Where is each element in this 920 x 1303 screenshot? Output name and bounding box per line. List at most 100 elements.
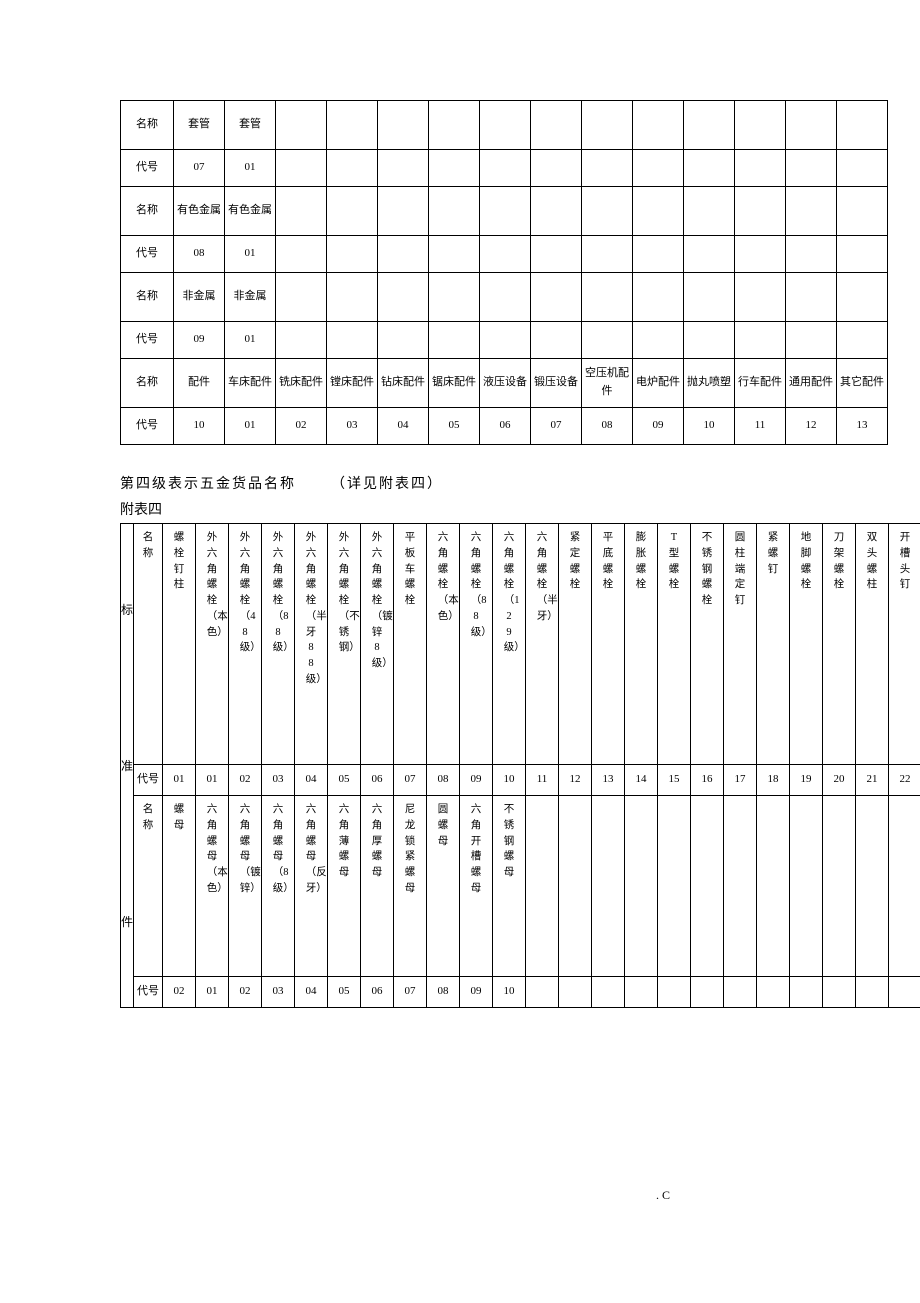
cell	[786, 101, 837, 150]
cell	[327, 236, 378, 273]
row-label: 代号	[121, 236, 174, 273]
cell: 六角开槽螺母	[460, 796, 493, 977]
cell	[480, 236, 531, 273]
cell: 03	[262, 765, 295, 796]
cell	[592, 796, 625, 977]
cell: 地脚螺栓	[790, 524, 823, 765]
cell	[327, 322, 378, 359]
cell	[735, 101, 786, 150]
cell: 刀架螺栓	[823, 524, 856, 765]
cell: 有色金属	[174, 187, 225, 236]
cell: 12	[786, 408, 837, 445]
cell: T型螺栓	[658, 524, 691, 765]
cell: 09	[633, 408, 684, 445]
cell	[429, 101, 480, 150]
cell: 钻床配件	[378, 359, 429, 408]
cell	[684, 273, 735, 322]
cell: 螺栓钉柱	[163, 524, 196, 765]
cell: 圆柱端定钉	[724, 524, 757, 765]
cell	[837, 150, 888, 187]
cell: 有色金属	[225, 187, 276, 236]
cell	[480, 187, 531, 236]
cell	[633, 187, 684, 236]
cell: 06	[480, 408, 531, 445]
row-label: 代号	[121, 322, 174, 359]
cell	[559, 796, 592, 977]
cell: 13	[837, 408, 888, 445]
cell	[837, 322, 888, 359]
cell	[582, 101, 633, 150]
cell	[684, 236, 735, 273]
cell: 02	[276, 408, 327, 445]
cell	[378, 101, 429, 150]
cell	[526, 977, 559, 1008]
cell: 六角薄螺母	[328, 796, 361, 977]
cell	[757, 977, 790, 1008]
cell: 紧螺钉	[757, 524, 790, 765]
cell: 六角螺母（镀锌）	[229, 796, 262, 977]
cell: 16	[691, 765, 724, 796]
cell	[378, 322, 429, 359]
cell	[327, 150, 378, 187]
cell	[378, 187, 429, 236]
cell: 20	[823, 765, 856, 796]
cell: 07	[531, 408, 582, 445]
cell: 17	[724, 765, 757, 796]
cell	[786, 322, 837, 359]
cell: 19	[790, 765, 823, 796]
cell	[531, 273, 582, 322]
cell: 外六角螺栓（镀锌8级）	[361, 524, 394, 765]
cell: 04	[378, 408, 429, 445]
row-label: 名称	[121, 187, 174, 236]
cell	[531, 187, 582, 236]
cell	[276, 150, 327, 187]
cell: 08	[427, 765, 460, 796]
cell	[786, 236, 837, 273]
cell: 10	[493, 977, 526, 1008]
cell	[735, 322, 786, 359]
cell	[378, 236, 429, 273]
cell: 09	[460, 765, 493, 796]
cell	[582, 187, 633, 236]
cell: 液压设备	[480, 359, 531, 408]
cell: 螺母	[163, 796, 196, 977]
row-label: 名称	[121, 273, 174, 322]
cell: 14	[625, 765, 658, 796]
cell: 六角螺栓（8 8级）	[460, 524, 493, 765]
cell: 05	[429, 408, 480, 445]
cell: 平板车螺栓	[394, 524, 427, 765]
cell	[378, 273, 429, 322]
cell: 外六角螺栓（不锈钢）	[328, 524, 361, 765]
cell: 05	[328, 977, 361, 1008]
cell: 13	[592, 765, 625, 796]
cell	[691, 977, 724, 1008]
cell	[786, 273, 837, 322]
cell	[735, 236, 786, 273]
subtitle: 附表四	[120, 499, 920, 519]
cell: 铣床配件	[276, 359, 327, 408]
cell: 六角螺栓（1 2 9级）	[493, 524, 526, 765]
cell: 六角螺母（反牙）	[295, 796, 328, 977]
cell: 六角螺母（本色）	[196, 796, 229, 977]
cell: 配件	[174, 359, 225, 408]
cell: 10	[493, 765, 526, 796]
cell: 六角螺栓（本色）	[427, 524, 460, 765]
cell	[429, 322, 480, 359]
cell	[735, 273, 786, 322]
row-label: 代号	[121, 150, 174, 187]
cell	[531, 236, 582, 273]
cell: 镗床配件	[327, 359, 378, 408]
cell: 不锈钢螺栓	[691, 524, 724, 765]
cell	[480, 101, 531, 150]
cell	[429, 150, 480, 187]
cell	[823, 977, 856, 1008]
cell: 尼龙锁紧螺母	[394, 796, 427, 977]
cell: 07	[394, 977, 427, 1008]
cell	[480, 150, 531, 187]
cell	[735, 150, 786, 187]
cell	[276, 322, 327, 359]
vheader-0: 标	[121, 601, 133, 618]
cell: 01	[196, 765, 229, 796]
section-title: 第四级表示五金货品名称 （详见附表四）	[120, 473, 920, 493]
cell: 07	[394, 765, 427, 796]
